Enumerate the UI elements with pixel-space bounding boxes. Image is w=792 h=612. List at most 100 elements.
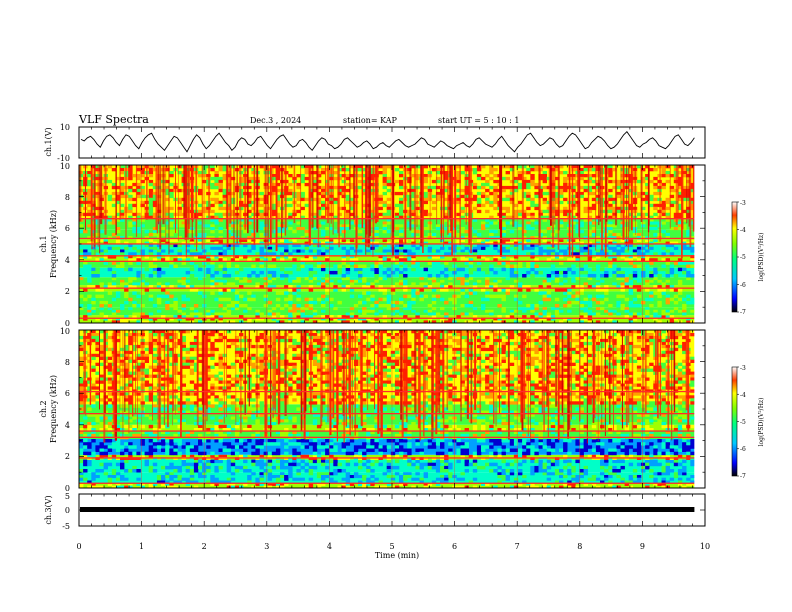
spectrogram-cell (464, 244, 469, 248)
spectrogram-cell (124, 285, 129, 289)
spectrogram-cell (608, 221, 613, 225)
spectrogram-cell (136, 255, 141, 259)
spectrogram-cell (341, 485, 346, 488)
spectrogram-cell (399, 282, 404, 286)
spectrogram-cell (472, 182, 478, 187)
spectrogram-cell (214, 469, 219, 473)
spectrogram-cell (538, 442, 543, 446)
spectrogram-cell (665, 439, 670, 443)
spectrogram-cell (481, 194, 486, 199)
spectrogram-cell (559, 270, 564, 275)
spectrogram-cell (300, 206, 305, 211)
spectrogram-cell (308, 165, 314, 169)
spectrogram-cell (358, 267, 363, 272)
spectrogram-cell (649, 291, 654, 295)
spectrogram-cell (198, 209, 203, 214)
spectrogram-cell (427, 483, 433, 486)
sferic-streak (601, 165, 603, 251)
spectrogram-cell (362, 445, 367, 449)
spectrogram-cell (292, 312, 297, 316)
spectrogram-cell (321, 267, 326, 272)
spectrogram-cell (476, 279, 482, 283)
spectrogram-cell (493, 285, 498, 289)
spectrogram-cell (251, 239, 256, 242)
spectrogram-cell (263, 472, 268, 476)
spectrogram-cell (403, 285, 408, 289)
spectrogram-cell (394, 249, 400, 253)
spectrogram-cell (349, 206, 355, 211)
spectrogram-cell (542, 197, 547, 202)
spectrogram-cell (427, 462, 433, 467)
spectrogram-cell (526, 485, 531, 488)
spectrogram-cell (419, 297, 424, 302)
spectrogram-cell (620, 282, 625, 286)
spectrogram-cell (493, 229, 498, 234)
spectrogram-cell (271, 239, 277, 242)
spectrogram-cell (275, 459, 281, 464)
spectrogram-cell (181, 462, 186, 467)
spectrogram-cell (185, 469, 191, 473)
spectrogram-cell (111, 485, 117, 488)
spectrogram-cell (423, 442, 428, 446)
spectrogram-cell (448, 252, 453, 256)
spectrogram-cell (505, 249, 510, 253)
spectrogram-cell (239, 304, 244, 308)
spectrogram-cell (370, 469, 375, 473)
spectrogram-cell (341, 165, 346, 169)
spectrogram-cell (140, 203, 145, 208)
sferic-streak (253, 165, 256, 245)
spectrogram-cell (226, 288, 232, 292)
spectrogram-cell (464, 462, 469, 467)
spectrogram-cell (440, 445, 445, 449)
spectrogram-cell (239, 279, 244, 283)
spectrogram-cell (645, 462, 650, 467)
spectrogram-cell (259, 209, 264, 214)
spectrogram-cell (111, 282, 117, 286)
spectrogram-cell (583, 297, 588, 302)
spectrogram-cell (115, 294, 121, 299)
spectrogram-cell (534, 312, 539, 316)
spectrogram-cell (567, 472, 572, 476)
spectrogram-cell (165, 448, 170, 452)
spectrogram-cell (526, 221, 531, 225)
spectrogram-cell (476, 320, 482, 323)
spectrogram-cell (386, 182, 392, 187)
spectrogram-cell (673, 472, 679, 476)
spectrogram-cell (345, 485, 351, 488)
spectrogram-cell (604, 274, 609, 278)
spectrogram-cell (222, 312, 227, 316)
spectrogram-cell (645, 288, 650, 292)
spectrogram-cell (275, 224, 281, 228)
spectrogram-cell (284, 239, 289, 242)
spectrogram-cell (345, 188, 351, 193)
spectrogram-cell (280, 291, 285, 295)
spectrogram-cell (136, 274, 141, 278)
spectrogram-cell (456, 197, 461, 202)
spectrogram-cell (628, 244, 634, 248)
spectrogram-cell (210, 264, 215, 268)
spectrogram-cell (423, 179, 428, 184)
spectrogram-cell (513, 274, 519, 278)
spectrogram-cell (362, 307, 367, 311)
spectrogram-cell (259, 445, 264, 449)
spectrogram-cell (526, 185, 531, 190)
spectrogram-cell (620, 454, 625, 458)
spectrogram-cell (456, 221, 461, 225)
spectrogram-cell (476, 445, 482, 449)
spectrogram-cell (267, 442, 273, 446)
spectrogram-cell (226, 264, 232, 268)
spectrogram-cell (345, 249, 351, 253)
ch1-colorbar: -3 -4 -5 -6 -7 log(PSD)(V²/Hz) (731, 200, 765, 316)
spectrogram-cell (349, 282, 355, 286)
spectrogram-cell (522, 294, 527, 299)
spectrogram-cell (604, 477, 609, 481)
spectrogram-cell (493, 200, 498, 205)
spectrogram-cell (399, 258, 404, 262)
sferic-streak (538, 165, 541, 246)
spectrogram-cell (403, 258, 408, 262)
sferic-streak (184, 165, 186, 240)
spectrogram-cell (657, 462, 662, 467)
spectrogram-cell (214, 477, 219, 481)
spectrogram-cell (230, 165, 236, 169)
